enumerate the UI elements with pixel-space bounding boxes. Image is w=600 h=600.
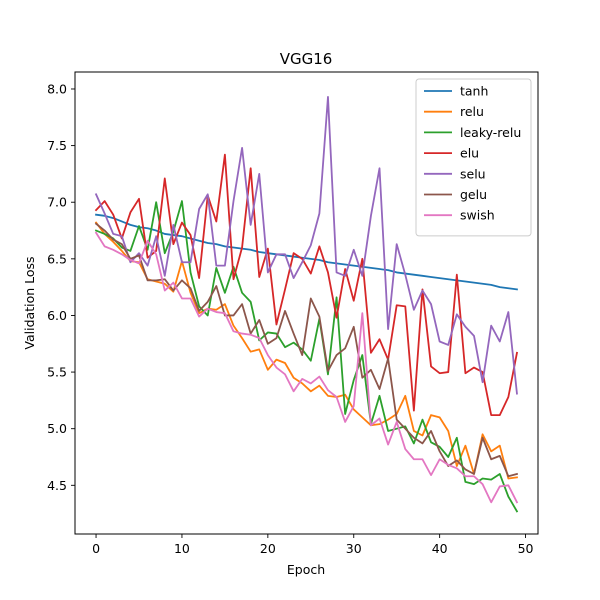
y-tick-label: 7.5 xyxy=(47,138,67,153)
series-line-tanh xyxy=(95,213,518,291)
x-tick-label: 30 xyxy=(346,541,362,556)
x-tick-label: 40 xyxy=(432,541,448,556)
series-line-relu xyxy=(94,221,518,480)
legend-label-gelu: gelu xyxy=(460,187,487,202)
y-axis-label: Validation Loss xyxy=(22,256,37,349)
y-tick-label: 5.5 xyxy=(47,365,67,380)
series-line-elu xyxy=(94,153,519,417)
series-line-leaky-relu xyxy=(94,200,519,513)
y-axis: 4.5 5.0 5.5 6.0 6.5 7.0 7.5 8.0 xyxy=(47,81,75,493)
y-tick-label: 6.0 xyxy=(47,308,67,323)
legend: tanh relu leaky-relu elu selu gelu swish xyxy=(415,78,532,237)
series-line-selu xyxy=(94,96,518,395)
chart-title: VGG16 xyxy=(280,50,333,68)
x-tick-label: 50 xyxy=(518,541,534,556)
legend-label-selu: selu xyxy=(460,166,486,181)
legend-label-swish: swish xyxy=(460,208,495,223)
legend-label-relu: relu xyxy=(460,104,484,119)
x-axis-label: Epoch xyxy=(287,562,325,577)
y-tick-label: 6.5 xyxy=(47,251,67,266)
x-tick-label: 0 xyxy=(92,541,100,556)
plot-lines xyxy=(94,96,519,513)
legend-label-leaky-relu: leaky-relu xyxy=(460,125,521,140)
legend-box xyxy=(415,78,532,237)
y-tick-label: 8.0 xyxy=(47,81,67,96)
plot-frame xyxy=(74,71,539,535)
x-axis: 0 10 20 30 40 50 xyxy=(92,534,534,556)
y-tick-label: 4.5 xyxy=(47,478,67,493)
legend-label-tanh: tanh xyxy=(460,84,488,99)
y-tick-label: 5.0 xyxy=(47,421,67,436)
series-line-swish xyxy=(94,231,519,504)
x-tick-label: 10 xyxy=(174,541,190,556)
x-tick-label: 20 xyxy=(260,541,276,556)
y-tick-label: 7.0 xyxy=(47,195,67,210)
legend-label-elu: elu xyxy=(460,146,479,161)
